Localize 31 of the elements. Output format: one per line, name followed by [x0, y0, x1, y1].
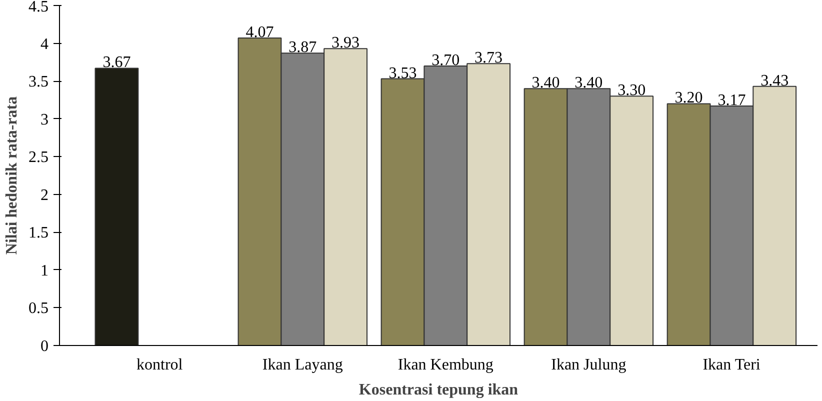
x-tick-label: Ikan Kembung [398, 356, 494, 374]
y-tick-label: 2 [40, 186, 48, 204]
data-label: 3.43 [760, 72, 789, 90]
x-tick-label: Ikan Julung [551, 356, 626, 374]
y-tick-label: 1 [40, 262, 48, 280]
y-tick-label: 0.5 [28, 300, 48, 318]
data-label: 3.70 [432, 52, 460, 69]
x-tick-label: Ikan Teri [702, 356, 761, 374]
data-label: 3.93 [332, 34, 360, 52]
data-label: 4.07 [246, 24, 274, 41]
bar [94, 68, 139, 346]
x-tick-label: Ikan Layang [262, 356, 343, 374]
data-label: 3.73 [474, 50, 503, 67]
y-tick-label: 3.5 [28, 74, 48, 91]
y-axis-title: Nilai hedonik rata-rata [4, 96, 20, 255]
x-axis-title: Kosentrasi tepung ikan [358, 382, 518, 398]
data-label: 3.53 [388, 64, 417, 82]
y-tick-label: 3 [40, 111, 48, 128]
data-label: 3.40 [574, 74, 603, 92]
y-tick-label: 0 [40, 338, 48, 355]
data-label: 3.67 [102, 54, 131, 72]
data-label: 3.40 [532, 74, 560, 92]
data-label: 3.30 [618, 82, 646, 100]
y-tick-label: 1.5 [28, 224, 48, 242]
y-tick-label: 4 [40, 36, 48, 53]
data-label: 3.20 [674, 90, 703, 107]
x-tick-label: kontrol [136, 356, 184, 374]
y-tick-label: 2.5 [28, 149, 48, 166]
y-tick-label: 4.5 [28, 0, 48, 16]
data-label: 3.17 [718, 92, 746, 109]
data-label: 3.87 [288, 39, 317, 56]
